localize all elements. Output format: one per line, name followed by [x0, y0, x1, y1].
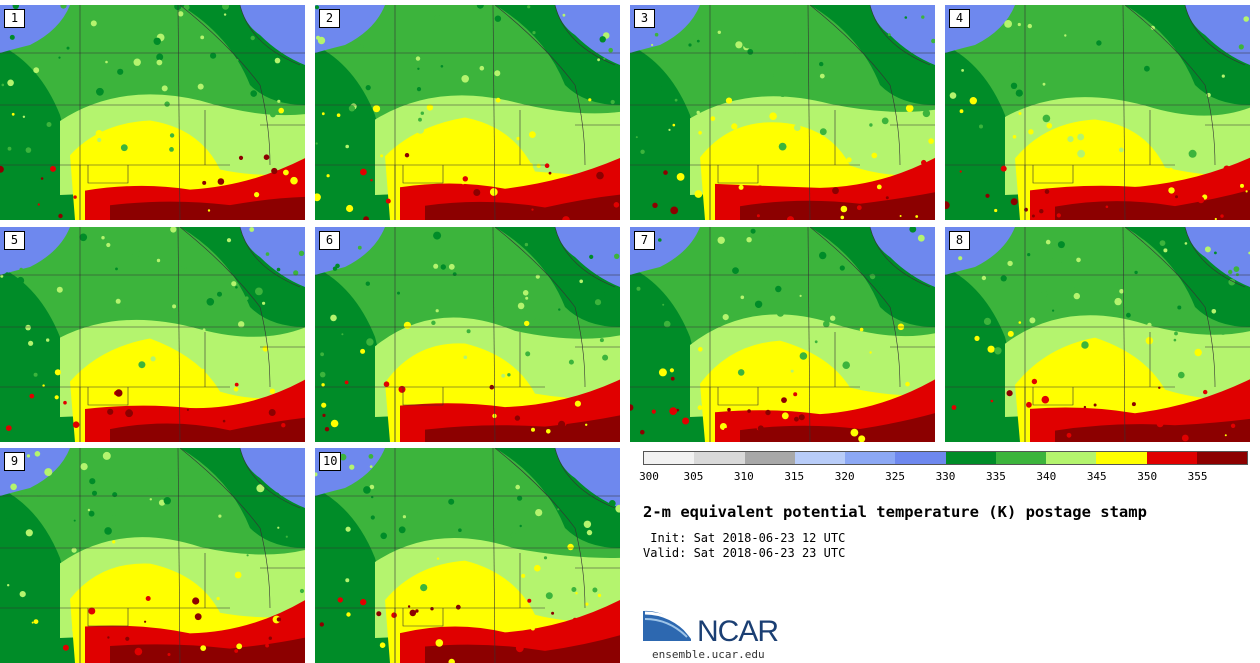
member-number-label: 2: [319, 9, 340, 28]
colorbar-segment: [1146, 452, 1197, 464]
member-number-label: 5: [4, 231, 25, 250]
map-image: [315, 448, 620, 663]
member-number-label: 3: [634, 9, 655, 28]
colorbar-tick-label: 310: [733, 470, 754, 483]
figure-title: 2-m equivalent potential temperature (K)…: [643, 503, 1147, 521]
member-number-label: 7: [634, 231, 655, 250]
colorbar-segment: [644, 452, 695, 464]
member-number-label: 8: [949, 231, 970, 250]
map-image: [0, 227, 305, 442]
ensemble-url[interactable]: ensemble.ucar.edu: [652, 648, 765, 661]
map-image: [0, 5, 305, 220]
colorbar-segment: [945, 452, 996, 464]
map-image: [630, 227, 935, 442]
colorbar-segment: [1196, 452, 1247, 464]
colorbar-tick-label: 350: [1137, 470, 1158, 483]
ensemble-member-panel-2[interactable]: 2: [315, 5, 620, 220]
member-number-label: 9: [4, 452, 25, 471]
colorbar-tick-label: 345: [1086, 470, 1107, 483]
ensemble-member-panel-10[interactable]: 10: [315, 448, 620, 663]
ensemble-member-panel-1[interactable]: 1: [0, 5, 305, 220]
map-image: [0, 448, 305, 663]
member-number-label: 6: [319, 231, 340, 250]
ncar-logo-text: NCAR: [697, 615, 779, 648]
init-time: Init: Sat 2018-06-23 12 UTC: [643, 531, 846, 545]
colorbar-tick-label: 300: [639, 470, 659, 483]
colorbar-tick-label: 315: [784, 470, 805, 483]
map-image: [315, 227, 620, 442]
map-image: [315, 5, 620, 220]
colorbar-segment: [694, 452, 745, 464]
ensemble-member-panel-9[interactable]: 9: [0, 448, 305, 663]
colorbar-tick-label: 320: [834, 470, 855, 483]
colorbar-ticks: 300 305 310 315 320 325 330 335 340 345 350 355: [639, 470, 1248, 484]
colorbar-tick-label: 330: [935, 470, 956, 483]
colorbar-tick-label: 340: [1036, 470, 1057, 483]
colorbar-tick-label: 335: [985, 470, 1006, 483]
colorbar-segment: [794, 452, 845, 464]
colorbar-tick-label: 325: [885, 470, 906, 483]
map-image: [945, 227, 1250, 442]
colorbar-segment: [744, 452, 795, 464]
colorbar-segment: [995, 452, 1046, 464]
ensemble-member-panel-7[interactable]: 7: [630, 227, 935, 442]
colorbar-segment: [845, 452, 896, 464]
colorbar-segment: [1096, 452, 1147, 464]
colorbar-tick-label: 355: [1187, 470, 1208, 483]
member-number-label: 4: [949, 9, 970, 28]
ensemble-member-panel-8[interactable]: 8: [945, 227, 1250, 442]
member-number-label: 1: [4, 9, 25, 28]
valid-time: Valid: Sat 2018-06-23 23 UTC: [643, 546, 846, 560]
map-image: [630, 5, 935, 220]
member-number-label: 10: [319, 452, 342, 471]
ensemble-member-panel-3[interactable]: 3: [630, 5, 935, 220]
ncar-logo-icon[interactable]: [643, 605, 793, 649]
colorbar-segment: [895, 452, 946, 464]
ensemble-member-panel-4[interactable]: 4: [945, 5, 1250, 220]
colorbar-tick-label: 305: [683, 470, 704, 483]
colorbar-segment: [1046, 452, 1097, 464]
map-image: [945, 5, 1250, 220]
colorbar: [643, 451, 1248, 465]
ensemble-member-panel-5[interactable]: 5: [0, 227, 305, 442]
ensemble-member-panel-6[interactable]: 6: [315, 227, 620, 442]
